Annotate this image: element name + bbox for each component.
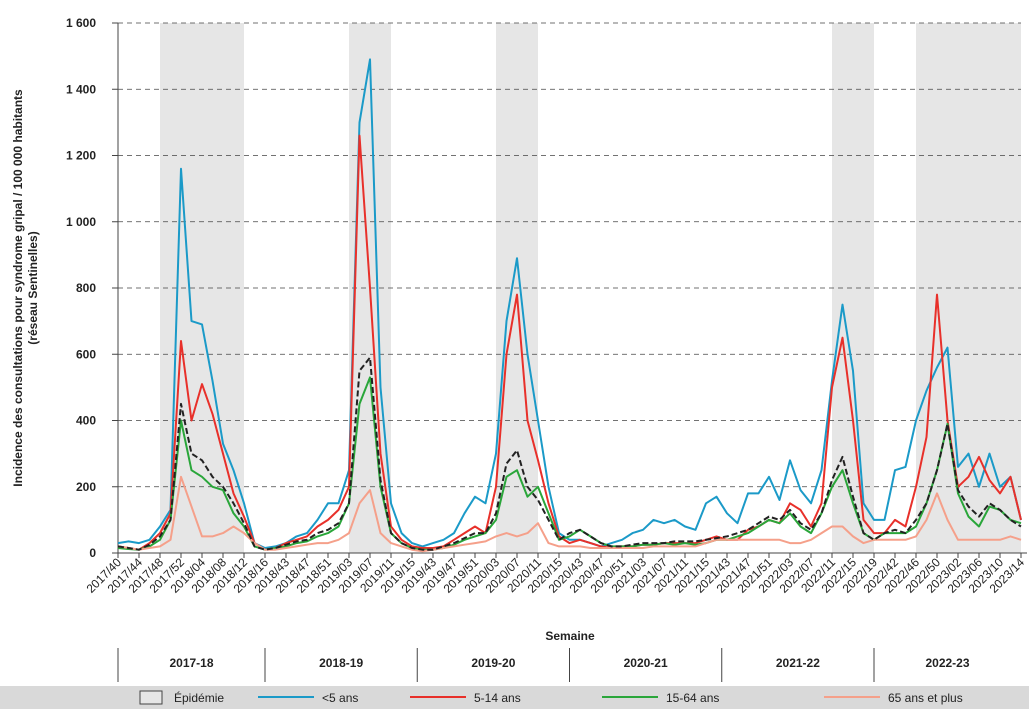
season-label: 2022-23	[925, 656, 969, 670]
y-tick-label: 1 400	[66, 82, 96, 96]
series-line	[117, 356, 1022, 551]
y-tick-label: 0	[89, 546, 96, 560]
legend-label: 15-64 ans	[666, 691, 719, 705]
season-label: 2018-19	[319, 656, 363, 670]
legend-background	[0, 686, 1029, 709]
y-axis-note: (réseau Sentinelles)	[26, 231, 40, 344]
y-tick-label: 1 000	[66, 215, 96, 229]
y-tick-label: 800	[76, 281, 96, 295]
x-axis-label: Semaine	[545, 629, 595, 643]
season-label: 2020-21	[624, 656, 668, 670]
y-tick-label: 200	[76, 480, 96, 494]
season-label: 2021-22	[776, 656, 820, 670]
y-tick-label: 400	[76, 414, 96, 428]
y-tick-label: 600	[76, 347, 96, 361]
series-line	[117, 58, 1022, 549]
y-tick-label: 1 200	[66, 149, 96, 163]
y-tick-label: 1 600	[66, 16, 96, 30]
series-line	[117, 376, 1022, 551]
series-line	[117, 134, 1022, 551]
legend-label: <5 ans	[322, 691, 358, 705]
legend-label: Épidémie	[174, 690, 224, 705]
legend-label: 5-14 ans	[474, 691, 521, 705]
y-axis-label: Incidence des consultations pour syndrom…	[11, 89, 25, 487]
legend-epidemic-swatch	[139, 690, 163, 705]
legend-label: 65 ans et plus	[888, 691, 963, 705]
season-label: 2017-18	[169, 656, 213, 670]
season-label: 2019-20	[471, 656, 515, 670]
